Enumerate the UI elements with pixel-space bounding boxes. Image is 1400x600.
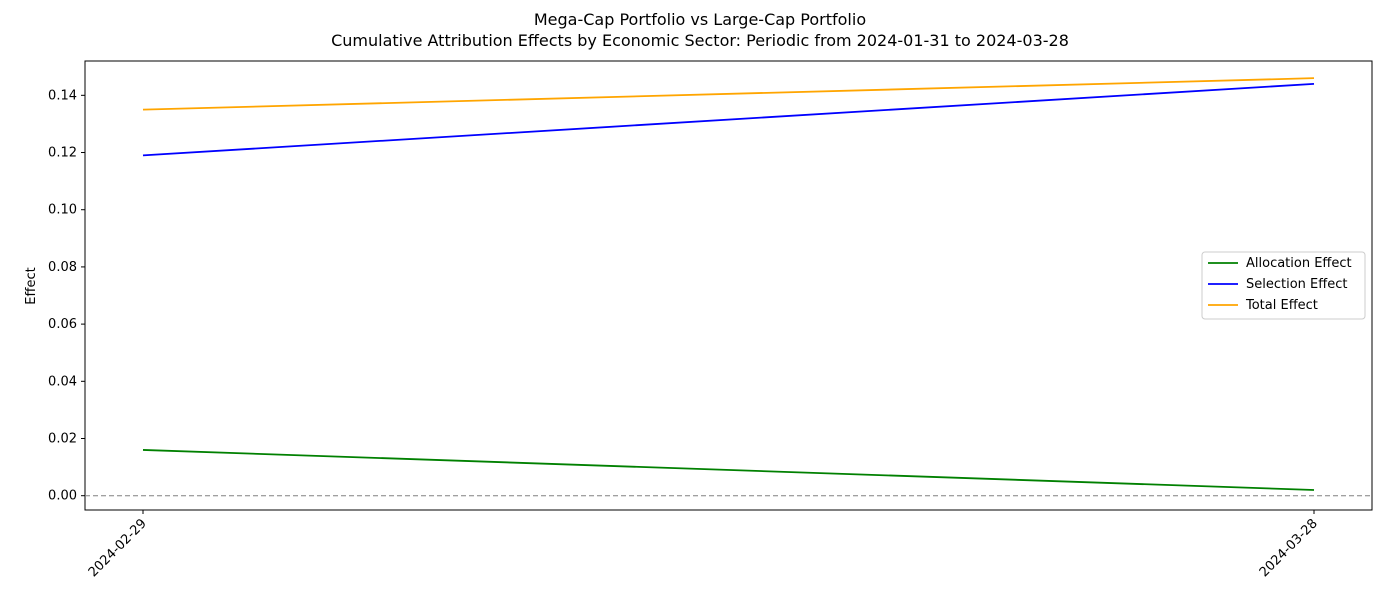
y-axis-label: Effect [24, 267, 39, 304]
y-tick-label: 0.10 [48, 203, 77, 218]
y-tick-label: 0.08 [48, 260, 77, 275]
y-tick-label: 0.14 [48, 88, 77, 103]
y-tick-label: 0.00 [48, 489, 77, 504]
chart-title: Mega-Cap Portfolio vs Large-Cap Portfoli… [533, 10, 867, 29]
total-effect-line [142, 77, 1315, 111]
legend-label-total-effect: Total Effect [1245, 298, 1318, 313]
x-tick-label: 2024-03-28 [1257, 516, 1321, 580]
legend-label-allocation-effect: Allocation Effect [1246, 256, 1352, 271]
selection-effect-line [142, 82, 1315, 157]
x-tick-label: 2024-02-29 [86, 516, 150, 580]
y-tick-label: 0.12 [48, 146, 77, 161]
y-tick-label: 0.06 [48, 317, 77, 332]
legend-label-selection-effect: Selection Effect [1246, 277, 1347, 292]
legend-box [1201, 251, 1366, 320]
plot-frame [84, 60, 1373, 511]
chart-subtitle: Cumulative Attribution Effects by Econom… [331, 31, 1069, 50]
y-tick-label: 0.04 [48, 374, 77, 389]
allocation-effect-line [142, 449, 1315, 491]
y-tick-label: 0.02 [48, 432, 77, 447]
